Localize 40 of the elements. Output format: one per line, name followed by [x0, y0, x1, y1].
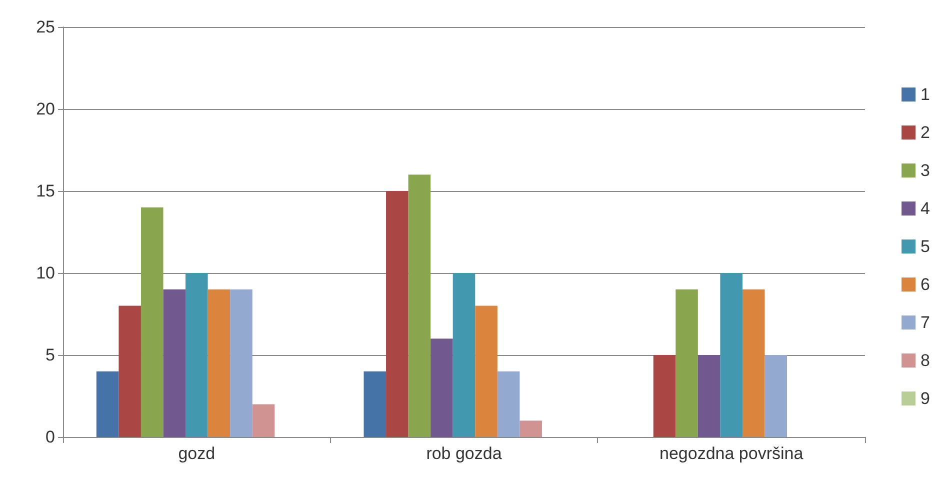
bar [497, 371, 520, 437]
bar [764, 355, 788, 437]
legend-label: 4 [920, 199, 930, 218]
y-tick-label: 0 [46, 428, 55, 446]
bar [720, 273, 742, 437]
legend-label: 1 [920, 85, 930, 104]
y-tick-label: 25 [36, 18, 55, 36]
bar [676, 289, 698, 437]
bar [140, 207, 164, 437]
x-tick-label: negozdna površina [659, 444, 804, 463]
bar [386, 191, 408, 437]
legend-label: 5 [920, 237, 930, 256]
legend-label: 8 [920, 351, 930, 370]
bar [252, 404, 275, 437]
y-tick-label: 10 [36, 264, 55, 282]
y-tick-label: 15 [36, 182, 55, 200]
bar [96, 371, 119, 437]
bar [698, 355, 720, 437]
bar [742, 289, 765, 437]
bar [408, 174, 431, 437]
x-tick-label: gozd [178, 444, 216, 463]
bar [452, 273, 476, 437]
bar [230, 289, 252, 437]
bar [118, 306, 141, 437]
bar [430, 338, 453, 437]
x-tick-label: rob gozda [426, 444, 502, 463]
bar [208, 289, 230, 437]
legend-label: 6 [920, 275, 930, 294]
bar [653, 355, 676, 437]
bar [520, 420, 542, 437]
y-tick-label: 5 [46, 346, 55, 364]
bar [163, 289, 186, 437]
legend-label: 3 [920, 161, 930, 180]
y-tick-label: 20 [36, 100, 55, 118]
bar [186, 273, 208, 437]
legend-label: 9 [920, 389, 930, 408]
legend-label: 2 [920, 123, 930, 142]
bar [475, 306, 498, 437]
legend-label: 7 [920, 313, 930, 332]
bar [364, 371, 386, 437]
